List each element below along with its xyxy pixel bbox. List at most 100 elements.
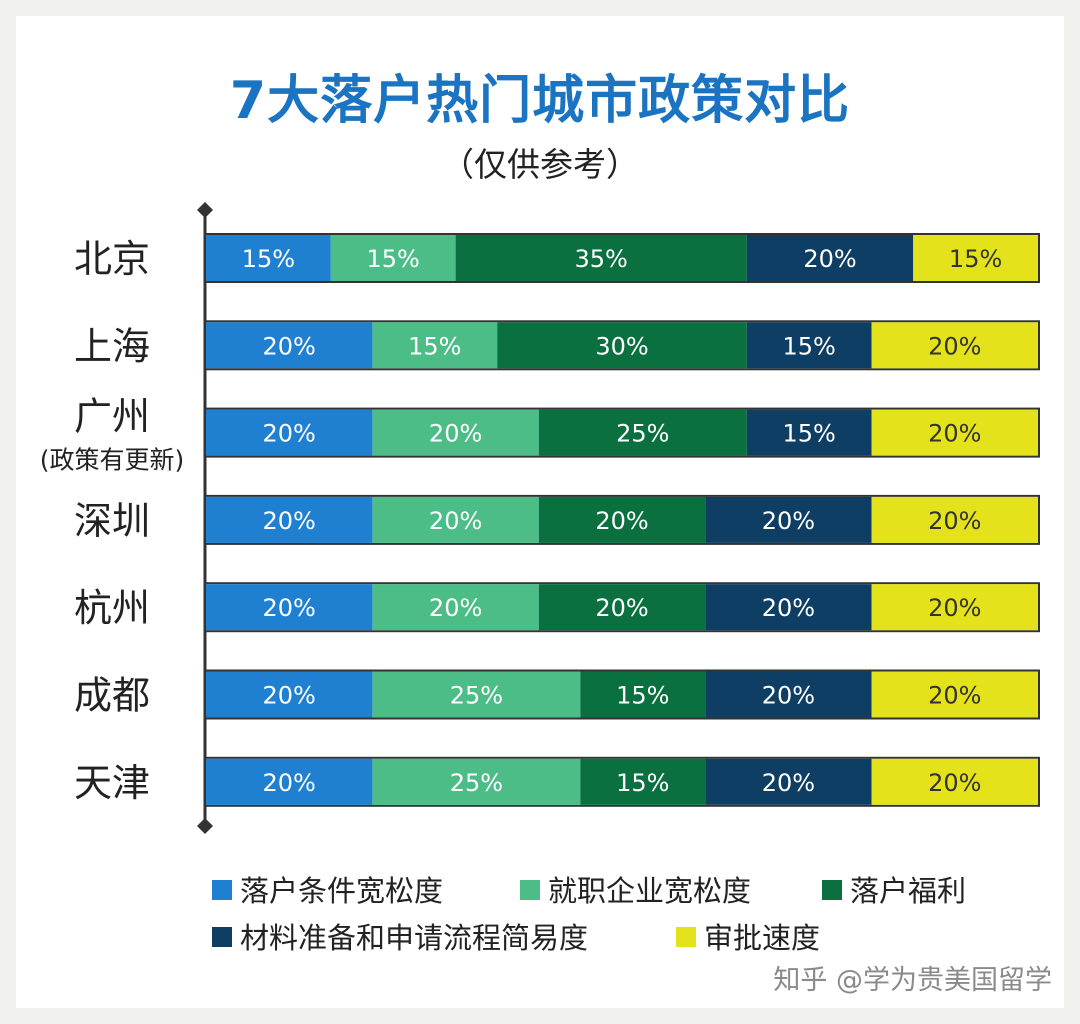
data-label: 15%	[783, 332, 836, 360]
data-label: 20%	[928, 682, 981, 710]
data-label: 15%	[616, 682, 669, 710]
legend-label: 就职企业宽松度	[548, 874, 751, 908]
data-label: 25%	[450, 682, 503, 710]
legend-swatch	[520, 880, 540, 900]
chart-title: 7大落户热门城市政策对比	[229, 71, 851, 131]
category-label: 广州	[74, 395, 150, 439]
bar-segment	[455, 235, 747, 281]
bar-outline	[204, 669, 1040, 720]
bar-segment	[206, 758, 373, 805]
axis-top-diamond-icon	[197, 202, 213, 218]
legend-label: 落户福利	[850, 874, 966, 908]
data-label: 15%	[367, 245, 420, 273]
data-label: 20%	[263, 420, 316, 448]
bar-segment	[372, 409, 539, 456]
bar-segment	[705, 584, 872, 631]
data-label: 20%	[762, 594, 815, 622]
bar-segment	[538, 409, 747, 456]
bar-segment	[746, 322, 872, 369]
data-label: 30%	[595, 332, 648, 360]
data-label: 15%	[408, 332, 461, 360]
data-label: 20%	[928, 420, 981, 448]
data-label: 20%	[429, 507, 482, 535]
data-label: 20%	[263, 507, 316, 535]
bar-segment	[913, 235, 1038, 281]
bar-segment	[871, 496, 1038, 543]
data-label: 20%	[595, 507, 648, 535]
bar-segment	[538, 496, 706, 543]
bar-segment	[330, 235, 456, 281]
category-label: 天津	[74, 761, 150, 805]
data-label: 20%	[928, 769, 981, 797]
bar-segment	[871, 758, 1038, 805]
bar-segment	[206, 496, 373, 543]
data-label: 20%	[263, 769, 316, 797]
bar-segment	[705, 758, 872, 805]
data-label: 20%	[928, 594, 981, 622]
bar-segment	[538, 584, 706, 631]
legend-label: 落户条件宽松度	[240, 874, 443, 908]
data-label: 15%	[949, 245, 1002, 273]
bar-segment	[580, 671, 706, 718]
data-label: 20%	[762, 507, 815, 535]
data-label: 15%	[242, 245, 295, 273]
legend-label: 材料准备和申请流程简易度	[240, 921, 588, 955]
bar-segment	[206, 322, 373, 369]
bar-segment	[497, 322, 747, 369]
bar-segment	[206, 584, 373, 631]
bar-segment	[871, 322, 1038, 369]
data-label: 15%	[616, 769, 669, 797]
data-label: 20%	[595, 594, 648, 622]
data-label: 25%	[450, 769, 503, 797]
bar-segment	[372, 496, 539, 543]
data-label: 20%	[803, 245, 856, 273]
category-label: 杭州	[74, 586, 150, 630]
category-label: 北京	[74, 237, 150, 281]
category-label: 深圳	[74, 499, 150, 543]
data-label: 25%	[616, 420, 669, 448]
data-label: 15%	[783, 420, 836, 448]
bar-segment	[206, 671, 373, 718]
bar-segment	[206, 235, 331, 281]
bar-segment	[580, 758, 706, 805]
bar-outline	[204, 233, 1040, 283]
legend-label: 审批速度	[704, 921, 820, 955]
bars: 15% 15% 35% 20% 15% 20% 15% 30% 15% 20% 20% 20% 25% 1…	[204, 233, 1040, 807]
legend-swatch	[212, 880, 232, 900]
bar-outline	[204, 582, 1040, 633]
data-label: 20%	[429, 420, 482, 448]
data-label: 20%	[928, 507, 981, 535]
bar-segment	[871, 584, 1038, 631]
bar-segment	[705, 671, 872, 718]
data-label: 20%	[762, 682, 815, 710]
data-label: 20%	[263, 682, 316, 710]
data-label: 35%	[575, 245, 628, 273]
bar-segment	[372, 322, 498, 369]
bar-outline	[204, 407, 1040, 458]
legend-swatch	[676, 927, 696, 947]
data-label: 20%	[263, 332, 316, 360]
bar-segment	[372, 758, 581, 805]
category-label: 上海	[74, 324, 150, 368]
bar-outline	[204, 756, 1040, 807]
chart-subtitle: （仅供参考）	[441, 145, 639, 184]
data-label: 20%	[429, 594, 482, 622]
legend-swatch	[822, 880, 842, 900]
axis-bottom-diamond-icon	[197, 818, 213, 834]
bar-segment	[871, 409, 1038, 456]
legend-swatch	[212, 927, 232, 947]
data-label: 20%	[263, 594, 316, 622]
data-label: 20%	[762, 769, 815, 797]
data-label: 20%	[928, 332, 981, 360]
watermark: 知乎 @学为贵美国留学	[773, 965, 1052, 996]
category-label: 成都	[74, 674, 150, 718]
bar-segment	[206, 409, 373, 456]
bar-segment	[871, 671, 1038, 718]
bar-segment	[746, 235, 914, 281]
bar-outline	[204, 494, 1040, 545]
bar-outline	[204, 320, 1040, 371]
bar-segment	[372, 671, 581, 718]
